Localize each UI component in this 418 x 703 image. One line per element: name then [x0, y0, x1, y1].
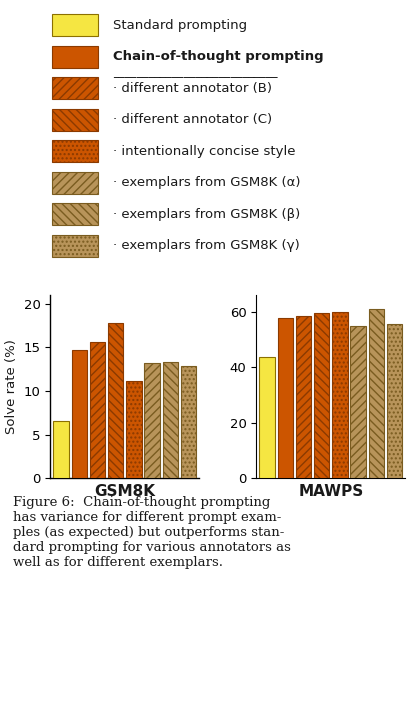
Bar: [90, 342, 105, 478]
Bar: [350, 325, 366, 478]
Bar: [126, 382, 142, 478]
Bar: [387, 324, 402, 478]
Bar: [314, 314, 329, 478]
Bar: [52, 77, 98, 99]
Text: · exemplars from GSM8K (α): · exemplars from GSM8K (α): [113, 176, 301, 189]
Text: · exemplars from GSM8K (γ): · exemplars from GSM8K (γ): [113, 239, 300, 252]
Bar: [278, 318, 293, 478]
Bar: [163, 362, 178, 478]
Text: · exemplars from GSM8K (β): · exemplars from GSM8K (β): [113, 207, 301, 221]
Bar: [52, 235, 98, 257]
Bar: [54, 422, 69, 478]
Text: · different annotator (C): · different annotator (C): [113, 113, 272, 126]
Bar: [144, 363, 160, 478]
Bar: [71, 350, 87, 478]
Text: Figure 6:  Chain-of-thought prompting
has variance for different prompt exam-
pl: Figure 6: Chain-of-thought prompting has…: [13, 496, 291, 569]
X-axis label: GSM8K: GSM8K: [94, 484, 155, 498]
Bar: [259, 357, 275, 478]
Bar: [181, 366, 196, 478]
Bar: [52, 46, 98, 67]
Bar: [332, 312, 348, 478]
Text: · intentionally concise style: · intentionally concise style: [113, 145, 296, 157]
Text: Chain-of-thought prompting: Chain-of-thought prompting: [113, 50, 324, 63]
Bar: [369, 309, 384, 478]
Bar: [52, 140, 98, 162]
Bar: [52, 14, 98, 36]
Text: ____________________________: ____________________________: [113, 65, 278, 78]
Text: · different annotator (B): · different annotator (B): [113, 82, 272, 95]
Text: Standard prompting: Standard prompting: [113, 18, 247, 32]
Bar: [52, 203, 98, 225]
X-axis label: MAWPS: MAWPS: [298, 484, 363, 498]
Bar: [52, 109, 98, 131]
Y-axis label: Solve rate (%): Solve rate (%): [5, 340, 18, 434]
Bar: [108, 323, 123, 478]
Bar: [296, 316, 311, 478]
Bar: [52, 172, 98, 193]
